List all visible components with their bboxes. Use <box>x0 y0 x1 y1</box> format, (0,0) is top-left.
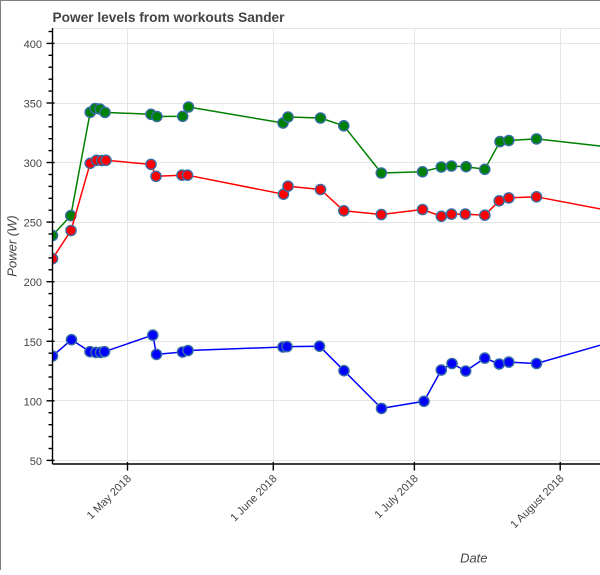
svg-text:Date: Date <box>460 551 487 566</box>
svg-text:Power levels from workouts San: Power levels from workouts Sander <box>53 10 286 25</box>
svg-text:50: 50 <box>30 456 42 468</box>
svg-text:350: 350 <box>24 99 42 111</box>
svg-text:200: 200 <box>24 277 42 289</box>
svg-text:400: 400 <box>24 39 42 51</box>
svg-text:150: 150 <box>24 337 42 349</box>
svg-text:300: 300 <box>24 158 42 170</box>
svg-text:Power (W): Power (W) <box>5 215 20 276</box>
svg-text:250: 250 <box>24 218 42 230</box>
svg-text:100: 100 <box>24 396 42 408</box>
